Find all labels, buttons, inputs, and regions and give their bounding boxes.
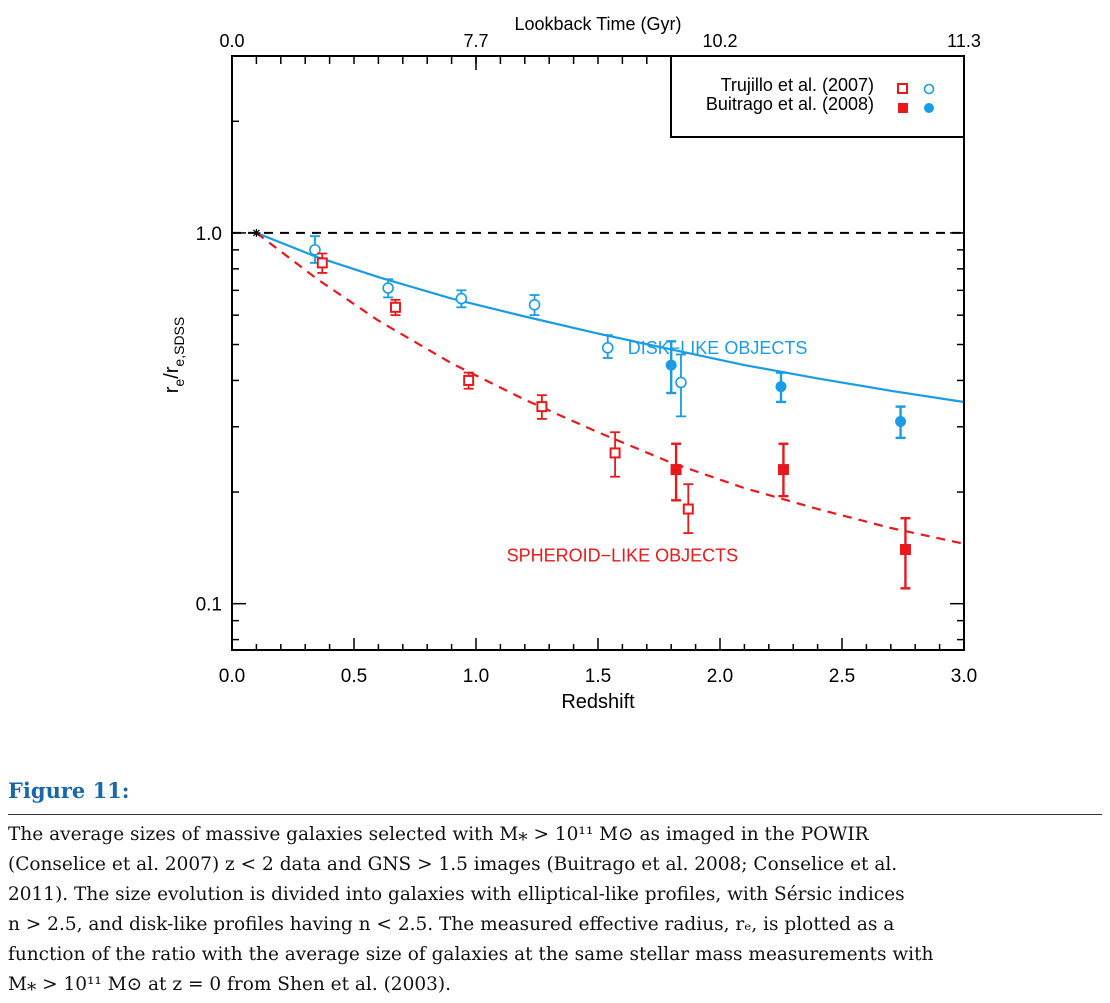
start-marker-icon xyxy=(252,228,261,237)
data-point-open-circle xyxy=(675,376,687,389)
y-axis-label-sub1: e xyxy=(171,379,187,387)
legend-open-square-icon xyxy=(897,83,908,94)
data-point-open-square xyxy=(316,257,328,269)
x-axis-label: Redshift xyxy=(561,691,635,713)
legend-box xyxy=(670,55,965,138)
data-point-filled-circle xyxy=(895,415,907,427)
legend: Trujillo et al. (2007) Buitrago et al. (… xyxy=(670,55,965,138)
legend-filled-square-icon xyxy=(898,103,908,113)
caption-line: 2011). The size evolution is divided int… xyxy=(8,884,905,905)
y-tick-label: 1.0 xyxy=(196,224,222,245)
data-point-open-square xyxy=(682,503,694,515)
y-axis-label-sub2: e,SDSS xyxy=(171,317,187,367)
y-axis-label-mid: /r xyxy=(161,366,183,379)
caption-line: The average sizes of massive galaxies se… xyxy=(8,824,869,845)
data-point-filled-circle xyxy=(665,359,677,371)
legend-entry-buitrago: Buitrago et al. (2008) xyxy=(706,94,874,114)
x-tick-label: 0.5 xyxy=(341,666,367,687)
data-point-filled-square xyxy=(899,543,911,555)
figure-divider xyxy=(8,814,1102,815)
data-point-open-square xyxy=(389,301,401,313)
y-tick-label: 0.1 xyxy=(196,595,222,616)
data-point-open-square xyxy=(536,401,548,413)
caption-line: function of the ratio with the average s… xyxy=(8,944,934,965)
top-axis-label: Lookback Time (Gyr) xyxy=(514,14,681,34)
caption-line: (Conselice et al. 2007) z < 2 data and G… xyxy=(8,854,898,875)
data-point-filled-square xyxy=(777,464,789,476)
x-tick-label: 3.0 xyxy=(951,666,977,687)
spheroid-like-label: SPHEROID−LIKE OBJECTS xyxy=(507,545,739,565)
disk-like-curve xyxy=(255,231,965,404)
y-axis-label: re/re,SDSS xyxy=(161,317,187,394)
points-layer xyxy=(309,235,911,590)
chart: 0.0 0.5 1.0 1.5 2.0 2.5 3.0 0.0 7.7 10.2 11.3 0.1 1.… xyxy=(161,14,981,713)
x-tick-label: 1.5 xyxy=(585,666,611,687)
caption-line: n > 2.5, and disk-like profiles having n… xyxy=(8,914,895,935)
spheroid-like-curve xyxy=(255,232,965,545)
x-tick-label: 0.0 xyxy=(219,666,245,687)
top-tick-label: 0.0 xyxy=(219,31,244,51)
figure-label: Figure 11: xyxy=(8,778,130,803)
caption-line: M⁎ > 10¹¹ M⊙ at z = 0 from Shen et al. (… xyxy=(8,974,451,995)
top-tick-label: 10.2 xyxy=(702,31,737,51)
legend-open-circle-icon xyxy=(923,83,935,95)
data-point-open-circle xyxy=(309,244,321,256)
x-tick-label: 2.0 xyxy=(707,666,733,687)
x-tick-label: 2.5 xyxy=(829,666,855,687)
top-tick-label: 7.7 xyxy=(463,31,488,51)
data-point-open-circle xyxy=(455,292,468,305)
data-point-open-square xyxy=(463,374,475,386)
data-point-open-circle xyxy=(382,282,394,294)
curves-layer xyxy=(252,228,965,545)
disk-like-label: DISK−LIKE OBJECTS xyxy=(628,338,808,358)
legend-filled-circle-icon xyxy=(924,103,934,113)
data-point-open-circle xyxy=(528,298,541,311)
data-point-open-square xyxy=(609,447,621,459)
data-point-filled-circle xyxy=(775,381,787,393)
x-tick-label: 1.0 xyxy=(463,666,489,687)
data-point-filled-square xyxy=(670,464,682,476)
top-tick-label: 11.3 xyxy=(947,31,981,51)
figure-caption: The average sizes of massive galaxies se… xyxy=(8,820,1104,1000)
legend-entry-trujillo: Trujillo et al. (2007) xyxy=(721,75,874,95)
data-point-open-circle xyxy=(601,341,614,354)
